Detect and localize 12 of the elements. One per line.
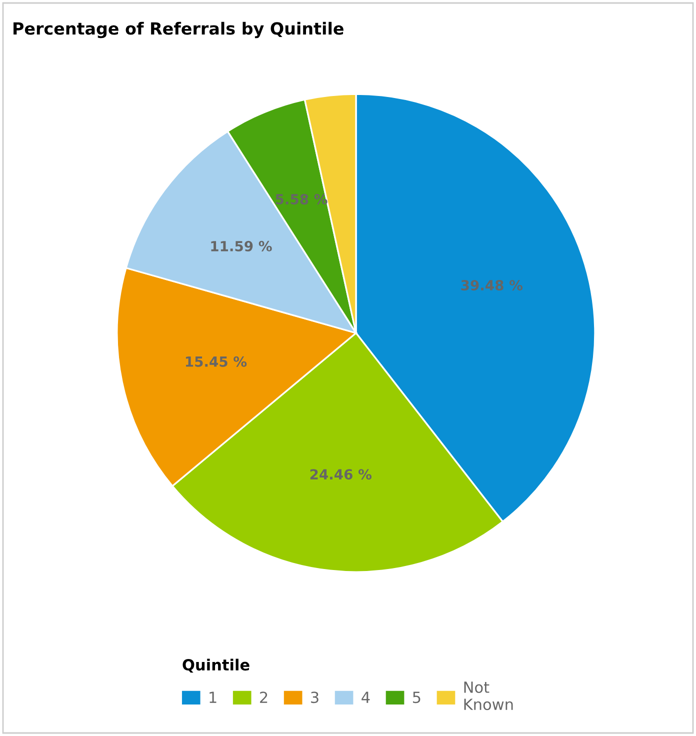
legend-title: Quintile	[182, 658, 250, 673]
data-label: 39.48 %	[461, 280, 523, 290]
data-label: 24.46 %	[310, 469, 372, 480]
legend-label: 3	[311, 692, 318, 704]
data-label: 11.59 %	[211, 240, 272, 252]
legend-label: 2	[260, 692, 268, 703]
data-label: 15.45 %	[186, 356, 247, 367]
legend-label: Not Known	[464, 682, 513, 710]
chart-title: Percentage of Referrals by Quintile	[14, 22, 344, 38]
legend-label: 5	[413, 692, 420, 704]
legend-label: 4	[362, 692, 370, 703]
legend-label: 1	[210, 692, 216, 703]
